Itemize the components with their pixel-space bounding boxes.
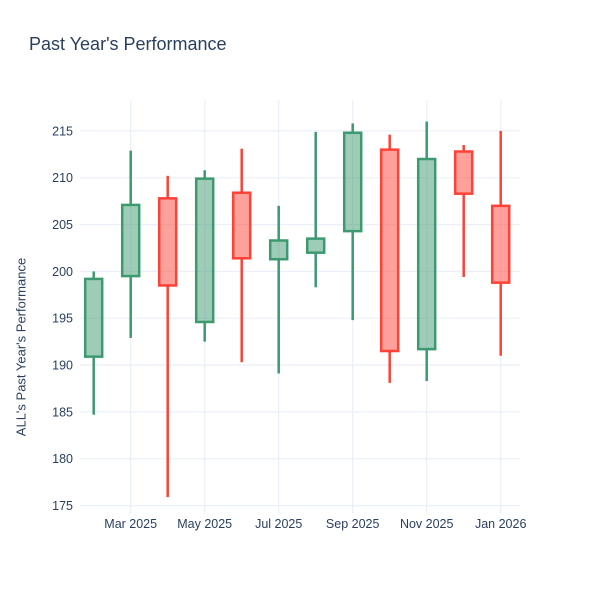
candle-sep-2025[interactable] [342,123,363,321]
y-tick-label: 190 [52,358,73,372]
y-tick-label: 180 [52,452,73,466]
candle-body [379,148,400,353]
candle-oct-2025[interactable] [379,134,400,383]
candle-body [490,204,511,284]
y-tick-label: 200 [52,265,73,279]
y-tick-label: 195 [52,312,73,326]
chart-title: Past Year's Performance [29,34,227,54]
candle-nov-2025[interactable] [416,121,437,381]
candle-may-2025[interactable] [194,170,215,342]
candle-body [120,203,141,278]
candle-body [342,131,363,233]
candle-apr-2025[interactable] [157,175,178,498]
x-tick-label: Nov 2025 [400,517,454,531]
x-tick-label: Jul 2025 [255,517,302,531]
x-tick-label: May 2025 [177,517,232,531]
candle-aug-2025[interactable] [305,131,326,288]
candle-jun-2025[interactable] [231,148,252,363]
candle-body [157,197,178,287]
y-tick-label: 175 [52,499,73,513]
y-tick-label: 205 [52,218,73,232]
candle-body [453,150,474,195]
candle-mar-2025[interactable] [120,150,141,338]
y-tick-label: 185 [52,405,73,419]
y-tick-label: 215 [52,124,73,138]
candle-body [416,157,437,351]
candle-body [194,177,215,324]
candle-dec-2025[interactable] [453,144,474,278]
candle-body [231,191,252,260]
x-tick-label: Mar 2025 [104,517,157,531]
candle-feb-2025[interactable] [83,271,104,415]
x-tick-label: Sep 2025 [326,517,380,531]
candle-body [305,237,326,254]
candle-body [268,239,289,261]
candle-body [83,277,104,358]
candle-jul-2025[interactable] [268,205,289,374]
y-tick-label: 210 [52,171,73,185]
x-tick-label: Jan 2026 [475,517,526,531]
candle-jan-2026[interactable] [490,130,511,356]
